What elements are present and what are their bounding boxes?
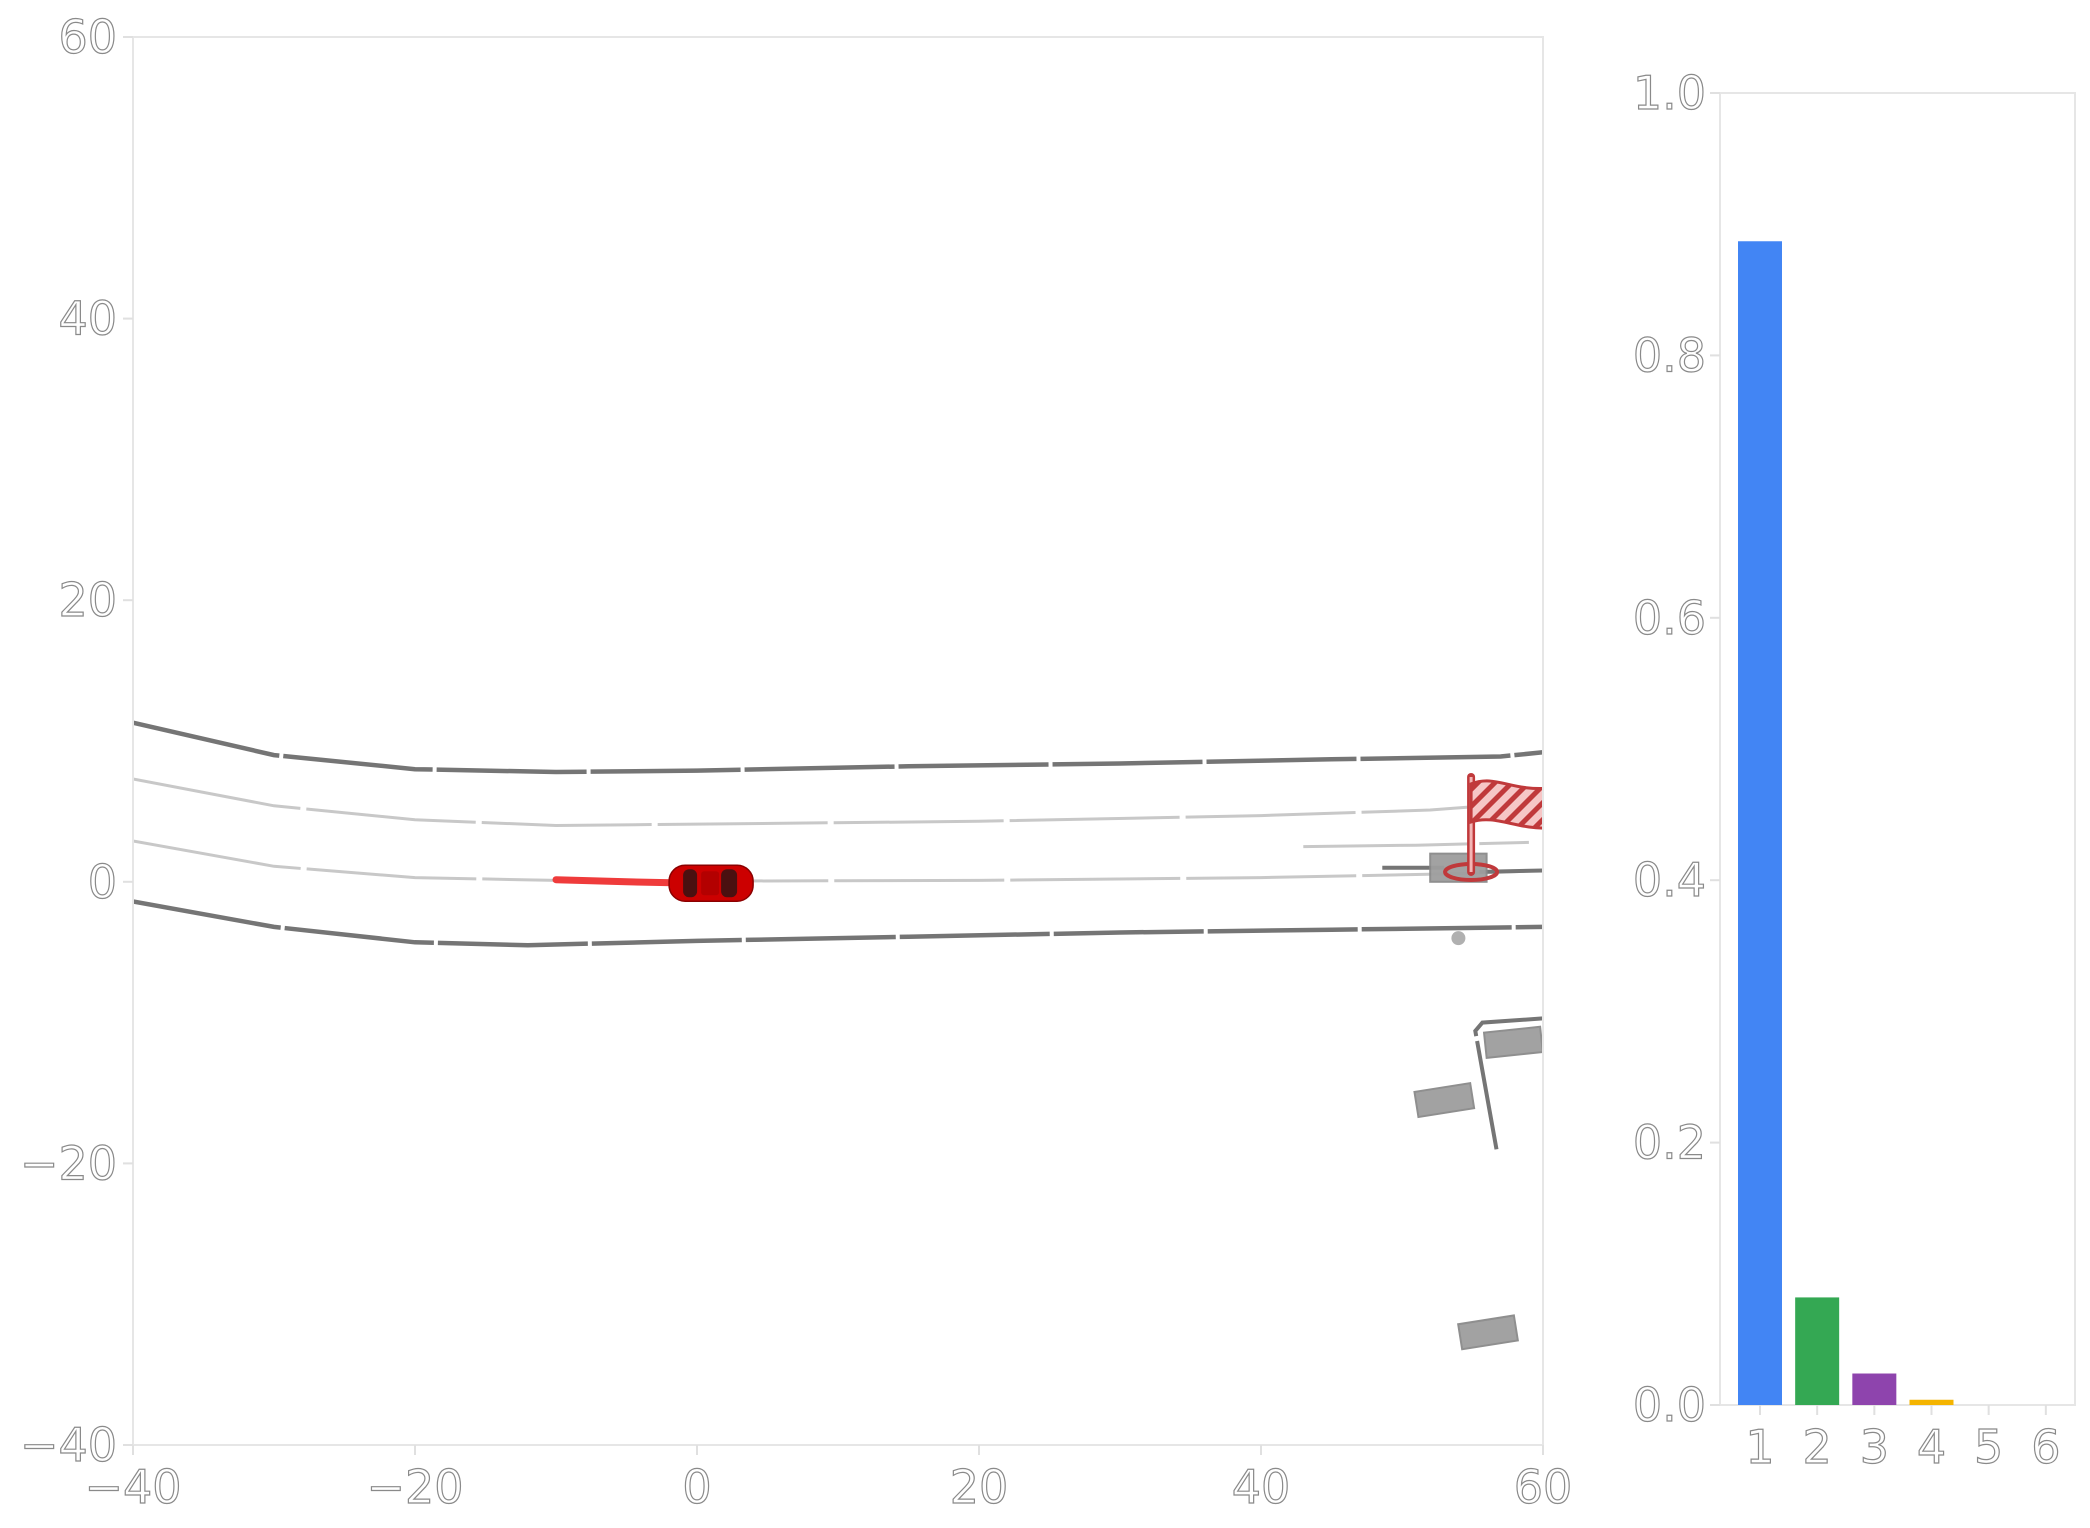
pedestrian-marker [1451, 931, 1466, 946]
scene-y-tick-label-1: −40 [20, 1418, 117, 1472]
ego-windshield [721, 869, 738, 898]
road-line-right-2 [1479, 868, 1543, 874]
scene-x-tick-label-3: 0 [682, 1460, 711, 1514]
curb-line [1473, 1016, 1543, 1150]
scene-x-tick-label-5: 40 [1232, 1460, 1291, 1514]
road-edge-2 [133, 899, 1543, 948]
scene-plot-area [133, 720, 1543, 1351]
scene-y-tick-label-3: 0 [88, 855, 117, 909]
obstacle-vehicle-4 [1457, 1314, 1519, 1351]
ego-rear-window [683, 869, 698, 898]
scene-x-tick-label-4: 20 [950, 1460, 1009, 1514]
bar-2 [1795, 1297, 1840, 1405]
bar-plot: 1 2 3 4 5 6 0.0 0.2 0.4 0.6 0.8 1.0 [1632, 65, 2076, 1475]
scene-x-tick-label-1: −40 [84, 1460, 181, 1514]
scene-y-tick-label-5: 40 [58, 292, 117, 346]
lane-centerline-3 [1303, 840, 1529, 849]
ego-vehicle [668, 864, 754, 902]
scene-y-tick-label-6: 60 [58, 10, 117, 64]
bar-x-tick-label-4: 4 [1917, 1420, 1946, 1474]
bar-x-tick-label-3: 3 [1860, 1420, 1889, 1474]
bar-y-tick-label-6: 1.0 [1633, 66, 1706, 120]
bar-y-tick-label-5: 0.8 [1633, 328, 1706, 382]
obstacle-vehicle-3 [1482, 1025, 1543, 1059]
obstacle-vehicle-2 [1413, 1081, 1476, 1119]
scene-y-tick-label-2: −20 [20, 1136, 117, 1190]
bar-x-tick-label-5: 5 [1974, 1420, 2003, 1474]
bar-y-tick-label-3: 0.4 [1633, 853, 1706, 907]
scene-plot: −40−40 −20 −20 0 0 20 20 40 40 60 60 [19, 9, 1573, 1514]
scene-axes-frame [132, 36, 1544, 1446]
bar-axes-frame [1719, 92, 2076, 1406]
lane-centerline-1 [133, 777, 1487, 828]
bar-y-tick-label-2: 0.2 [1633, 1116, 1706, 1170]
goal-flag-marker [1443, 772, 1543, 882]
ego-roof [701, 871, 720, 896]
bar-x-tick-label-1: 1 [1745, 1420, 1774, 1474]
bar-x-tick-label-6: 6 [2031, 1420, 2060, 1474]
scene-x-tick-label-2: −20 [366, 1460, 463, 1514]
goal-flag-cloth [1469, 779, 1543, 830]
road-edge-1 [133, 720, 1543, 775]
scene-x-tick-label-6: 60 [1514, 1460, 1573, 1514]
scene-y-tick-label-4: 20 [58, 573, 117, 627]
bar-1 [1738, 241, 1782, 1406]
bar-y-tick-label-4: 0.6 [1633, 591, 1706, 645]
bar-y-tick-label-1: 0.0 [1633, 1378, 1706, 1432]
bar-3 [1852, 1373, 1897, 1405]
bar-4 [1909, 1399, 1954, 1405]
bar-x-tick-label-2: 2 [1803, 1420, 1832, 1474]
